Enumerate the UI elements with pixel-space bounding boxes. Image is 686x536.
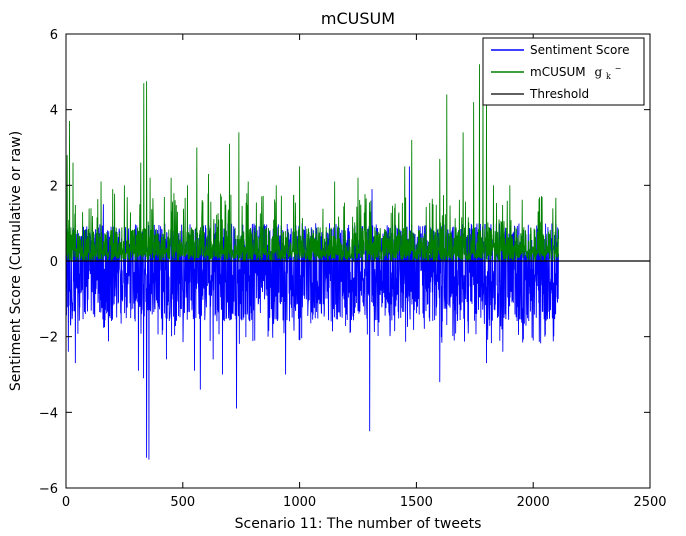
legend-mcusum-g: g <box>594 65 602 79</box>
x-tick-label: 2000 <box>517 495 550 510</box>
sentiment-score-series <box>65 166 560 460</box>
y-tick-label: 0 <box>50 255 58 270</box>
mcusum-line <box>65 56 560 263</box>
mcusum-series <box>65 56 560 263</box>
legend-mcusum-label: mCUSUM g k − <box>530 64 621 82</box>
y-axis-ticks: −6 −4 −2 0 2 4 6 <box>39 28 650 497</box>
y-tick-label: −4 <box>39 406 58 421</box>
x-axis-ticks: 0 500 1000 1500 2000 2500 <box>62 34 667 510</box>
y-tick-label: 2 <box>50 179 58 194</box>
x-tick-label: 1000 <box>283 495 316 510</box>
y-axis-label: Sentiment Score (Cumulative or raw) <box>8 131 24 391</box>
x-tick-label: 0 <box>62 495 70 510</box>
x-tick-label: 1500 <box>400 495 433 510</box>
chart-title: mCUSUM <box>321 9 395 28</box>
legend-sentiment-label: Sentiment Score <box>530 43 629 57</box>
x-tick-label: 2500 <box>633 495 666 510</box>
y-tick-label: 4 <box>50 104 58 119</box>
y-tick-label: −2 <box>39 331 58 346</box>
x-axis-label: Scenario 11: The number of tweets <box>235 516 482 532</box>
legend-mcusum-sup: − <box>615 64 622 73</box>
y-tick-label: −6 <box>39 482 58 497</box>
legend: Sentiment Score mCUSUM g k − Threshold <box>482 37 645 106</box>
y-tick-label: 6 <box>50 28 58 43</box>
legend-mcusum-base: mCUSUM <box>530 65 586 79</box>
sentiment-score-line <box>65 166 560 460</box>
legend-mcusum-sub: k <box>606 72 611 81</box>
legend-threshold-label: Threshold <box>529 87 589 101</box>
x-tick-label: 500 <box>170 495 195 510</box>
